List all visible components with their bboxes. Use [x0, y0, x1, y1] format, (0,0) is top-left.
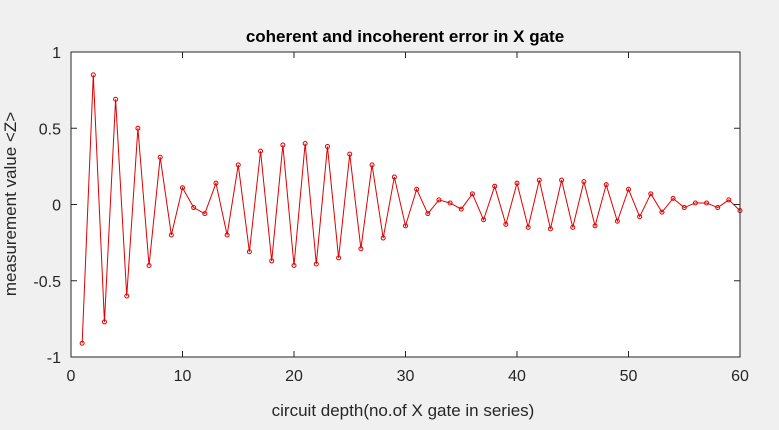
data-point — [224, 232, 230, 238]
data-point — [202, 211, 208, 217]
data-point — [692, 200, 698, 206]
data-point — [637, 214, 643, 220]
y-tick-label: -1 — [47, 350, 61, 367]
data-point — [280, 142, 286, 148]
y-tick-label: 0 — [52, 198, 61, 215]
data-point — [715, 205, 721, 211]
data-point — [614, 218, 620, 224]
plot-area — [71, 52, 740, 357]
data-point — [648, 191, 654, 197]
x-axis: 0 10 20 30 40 50 60 — [67, 52, 749, 385]
data-point — [336, 255, 342, 261]
data-point — [347, 151, 353, 157]
data-point — [581, 179, 587, 185]
data-point — [603, 182, 609, 188]
data-point — [246, 249, 252, 255]
data-point — [514, 180, 520, 186]
data-point — [146, 263, 152, 268]
data-point — [313, 261, 319, 267]
data-point — [191, 205, 197, 211]
y-tick-label: 0.5 — [39, 121, 61, 138]
data-point — [324, 144, 330, 150]
x-tick-label: 50 — [620, 368, 638, 385]
data-point — [302, 141, 308, 146]
y-axis: -1 -0.5 0 0.5 1 — [33, 45, 740, 367]
data-point — [536, 177, 542, 183]
data-point — [726, 197, 732, 203]
data-point — [503, 221, 509, 227]
data-point — [369, 162, 375, 168]
data-point — [458, 206, 464, 212]
data-point — [626, 186, 631, 192]
data-point — [425, 211, 431, 217]
data-point — [469, 191, 475, 197]
data-point — [90, 72, 96, 78]
x-axis-label: circuit depth(no.of X gate in series) — [272, 401, 535, 420]
y-tick-label: -0.5 — [33, 274, 61, 291]
x-tick-label: 60 — [731, 368, 749, 385]
series-layer — [79, 72, 743, 346]
data-point — [436, 197, 442, 203]
data-point — [269, 258, 275, 264]
data-point — [113, 96, 119, 102]
data-point — [79, 340, 85, 346]
data-point — [213, 180, 219, 186]
data-point — [180, 185, 185, 191]
data-point — [135, 125, 141, 131]
data-point — [559, 177, 565, 183]
data-point — [380, 235, 386, 241]
data-point — [414, 186, 420, 192]
data-point — [168, 232, 174, 238]
data-point — [258, 148, 264, 154]
data-point — [525, 224, 531, 230]
series-line — [81, 74, 741, 344]
x-tick-label: 0 — [67, 368, 76, 385]
data-point — [547, 226, 553, 232]
data-point — [291, 263, 297, 268]
data-point — [157, 154, 163, 160]
data-point — [391, 174, 397, 180]
data-point — [481, 217, 487, 223]
x-tick-label: 10 — [174, 368, 192, 385]
data-point — [235, 162, 241, 168]
data-point — [492, 183, 498, 189]
data-point — [124, 293, 130, 299]
x-tick-label: 30 — [397, 368, 415, 385]
data-point — [659, 209, 665, 215]
chart-title: coherent and incoherent error in X gate — [246, 27, 564, 46]
data-point — [704, 200, 710, 206]
y-axis-label: measurement value <Z> — [1, 112, 20, 296]
data-point — [592, 223, 598, 229]
data-point — [447, 200, 453, 206]
data-point — [670, 195, 676, 201]
data-point — [681, 205, 687, 211]
x-tick-label: 20 — [285, 368, 303, 385]
data-point — [403, 223, 408, 229]
data-point — [570, 224, 576, 230]
data-point — [358, 246, 364, 252]
data-point — [101, 319, 107, 325]
y-tick-label: 1 — [52, 45, 61, 62]
x-tick-label: 40 — [508, 368, 526, 385]
